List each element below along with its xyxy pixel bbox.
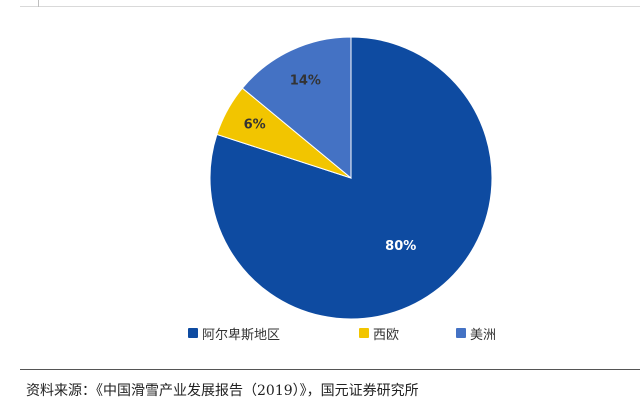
pie-data-labels: 80% 6% 14% <box>244 74 417 254</box>
legend-label-alps: 阿尔卑斯地区 <box>202 327 281 343</box>
legend-swatch-alps <box>188 328 198 338</box>
bottom-rule <box>20 369 640 370</box>
pie-slices <box>209 36 493 320</box>
legend-item-western-europe: 西欧 <box>359 322 399 344</box>
data-label-americas: 14% <box>290 74 321 89</box>
top-tick <box>38 0 39 7</box>
chart-legend: 阿尔卑斯地区 西欧 美洲 <box>0 322 642 344</box>
data-label-alps: 80% <box>385 239 416 254</box>
legend-swatch-americas <box>456 328 466 338</box>
legend-item-alps: 阿尔卑斯地区 <box>188 322 280 344</box>
top-rule <box>20 6 640 7</box>
legend-label-americas: 美洲 <box>470 327 497 343</box>
source-note: 资料来源：《中国滑雪产业发展报告（2019）》，国元证券研究所 <box>26 383 419 399</box>
legend-swatch-western-europe <box>359 328 369 338</box>
legend-item-americas: 美洲 <box>456 322 496 344</box>
pie-chart: 80% 6% 14% <box>209 36 493 320</box>
data-label-western-europe: 6% <box>244 118 266 133</box>
pie-slice-americas <box>241 36 352 180</box>
legend-label-western-europe: 西欧 <box>373 327 400 343</box>
